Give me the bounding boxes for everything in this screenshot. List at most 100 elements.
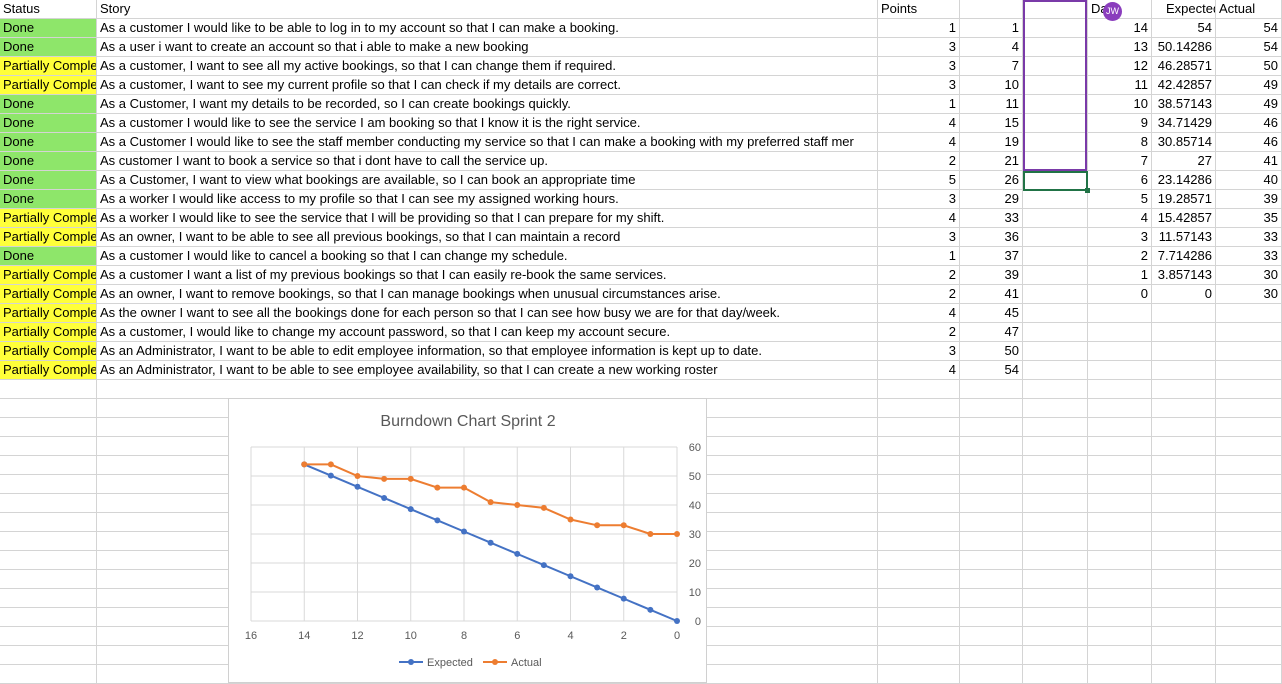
cell[interactable] <box>1088 646 1152 665</box>
story-cell[interactable]: As a customer I want a list of my previo… <box>97 266 878 285</box>
cell[interactable]: 19 <box>960 133 1023 152</box>
cell[interactable] <box>0 608 97 627</box>
cell[interactable] <box>1152 399 1216 418</box>
cell[interactable]: 30 <box>1216 285 1282 304</box>
cell[interactable] <box>1023 209 1088 228</box>
cell[interactable] <box>1216 418 1282 437</box>
cell[interactable]: Expected <box>1152 0 1216 19</box>
status-cell[interactable]: Partially Comple <box>0 266 97 285</box>
cell[interactable] <box>1216 342 1282 361</box>
status-cell[interactable]: Done <box>0 152 97 171</box>
cell[interactable]: Status <box>0 0 97 19</box>
cell[interactable] <box>1216 627 1282 646</box>
cell[interactable] <box>878 608 960 627</box>
story-cell[interactable]: As a worker I would like access to my pr… <box>97 190 878 209</box>
cell[interactable]: 39 <box>1216 190 1282 209</box>
cell[interactable]: 12 <box>1088 57 1152 76</box>
cell[interactable]: 30.85714 <box>1152 133 1216 152</box>
story-cell[interactable]: As an owner, I want to remove bookings, … <box>97 285 878 304</box>
cell[interactable] <box>1088 532 1152 551</box>
cell[interactable]: 10 <box>1088 95 1152 114</box>
cell[interactable] <box>1216 513 1282 532</box>
cell[interactable] <box>960 418 1023 437</box>
story-cell[interactable]: As an Administrator, I want to be able t… <box>97 342 878 361</box>
cell[interactable]: 40 <box>1216 171 1282 190</box>
cell[interactable] <box>1023 152 1088 171</box>
status-cell[interactable]: Partially Comple <box>0 342 97 361</box>
cell[interactable] <box>1023 76 1088 95</box>
story-cell[interactable]: As a customer I would like to be able to… <box>97 19 878 38</box>
cell[interactable] <box>878 627 960 646</box>
cell[interactable] <box>0 418 97 437</box>
cell[interactable]: 39 <box>960 266 1023 285</box>
cell[interactable] <box>878 513 960 532</box>
cell[interactable] <box>1152 418 1216 437</box>
cell[interactable] <box>1152 437 1216 456</box>
cell[interactable] <box>1023 551 1088 570</box>
cell[interactable]: 5 <box>1088 190 1152 209</box>
cell[interactable]: 37 <box>960 247 1023 266</box>
cell[interactable]: 3 <box>1088 228 1152 247</box>
cell[interactable] <box>878 437 960 456</box>
cell[interactable] <box>1216 665 1282 684</box>
cell[interactable] <box>1023 494 1088 513</box>
cell[interactable] <box>878 475 960 494</box>
cell[interactable]: 45 <box>960 304 1023 323</box>
cell[interactable] <box>1088 513 1152 532</box>
status-cell[interactable]: Partially Comple <box>0 285 97 304</box>
status-cell[interactable]: Done <box>0 19 97 38</box>
cell[interactable]: Story <box>97 0 878 19</box>
story-cell[interactable]: As a customer, I want to see my current … <box>97 76 878 95</box>
cell[interactable] <box>0 627 97 646</box>
status-cell[interactable]: Partially Comple <box>0 76 97 95</box>
cell[interactable] <box>1023 323 1088 342</box>
cell[interactable] <box>1023 0 1088 19</box>
status-cell[interactable]: Done <box>0 247 97 266</box>
cell[interactable]: 26 <box>960 171 1023 190</box>
status-cell[interactable]: Done <box>0 114 97 133</box>
cell[interactable] <box>960 494 1023 513</box>
cell[interactable] <box>1152 513 1216 532</box>
cell[interactable]: 10 <box>960 76 1023 95</box>
cell[interactable]: 30 <box>1216 266 1282 285</box>
cell[interactable] <box>1152 342 1216 361</box>
cell[interactable] <box>1023 456 1088 475</box>
story-cell[interactable]: As an Administrator, I want to be able t… <box>97 361 878 380</box>
status-cell[interactable]: Done <box>0 190 97 209</box>
cell[interactable] <box>878 494 960 513</box>
cell[interactable]: 2 <box>1088 247 1152 266</box>
cell[interactable] <box>1088 627 1152 646</box>
cell[interactable] <box>0 513 97 532</box>
cell[interactable]: 33 <box>1216 228 1282 247</box>
story-cell[interactable]: As a customer I would like to cancel a b… <box>97 247 878 266</box>
cell[interactable] <box>878 380 960 399</box>
cell[interactable] <box>1152 304 1216 323</box>
cell[interactable] <box>1152 361 1216 380</box>
cell[interactable] <box>960 627 1023 646</box>
cell[interactable]: 11.57143 <box>1152 228 1216 247</box>
cell[interactable]: 42.42857 <box>1152 76 1216 95</box>
cell[interactable] <box>1023 361 1088 380</box>
cell[interactable] <box>1023 171 1088 190</box>
cell[interactable] <box>878 456 960 475</box>
status-cell[interactable]: Partially Comple <box>0 304 97 323</box>
cell[interactable] <box>1023 38 1088 57</box>
cell[interactable]: 15.42857 <box>1152 209 1216 228</box>
cell[interactable]: 4 <box>1088 209 1152 228</box>
collaborator-avatar[interactable]: JW <box>1103 2 1122 21</box>
cell[interactable] <box>960 551 1023 570</box>
cell[interactable]: 3 <box>878 228 960 247</box>
cell[interactable] <box>1023 532 1088 551</box>
cell[interactable] <box>1216 323 1282 342</box>
cell[interactable] <box>1088 399 1152 418</box>
cell[interactable]: 11 <box>1088 76 1152 95</box>
cell[interactable] <box>1088 475 1152 494</box>
cell[interactable]: 5 <box>878 171 960 190</box>
cell[interactable]: Actual <box>1216 0 1282 19</box>
cell[interactable]: 14 <box>1088 19 1152 38</box>
story-cell[interactable]: As a customer, I want to see all my acti… <box>97 57 878 76</box>
cell[interactable]: Points <box>878 0 960 19</box>
cell[interactable]: 34.71429 <box>1152 114 1216 133</box>
cell[interactable]: 54 <box>1152 19 1216 38</box>
story-cell[interactable]: As an owner, I want to be able to see al… <box>97 228 878 247</box>
